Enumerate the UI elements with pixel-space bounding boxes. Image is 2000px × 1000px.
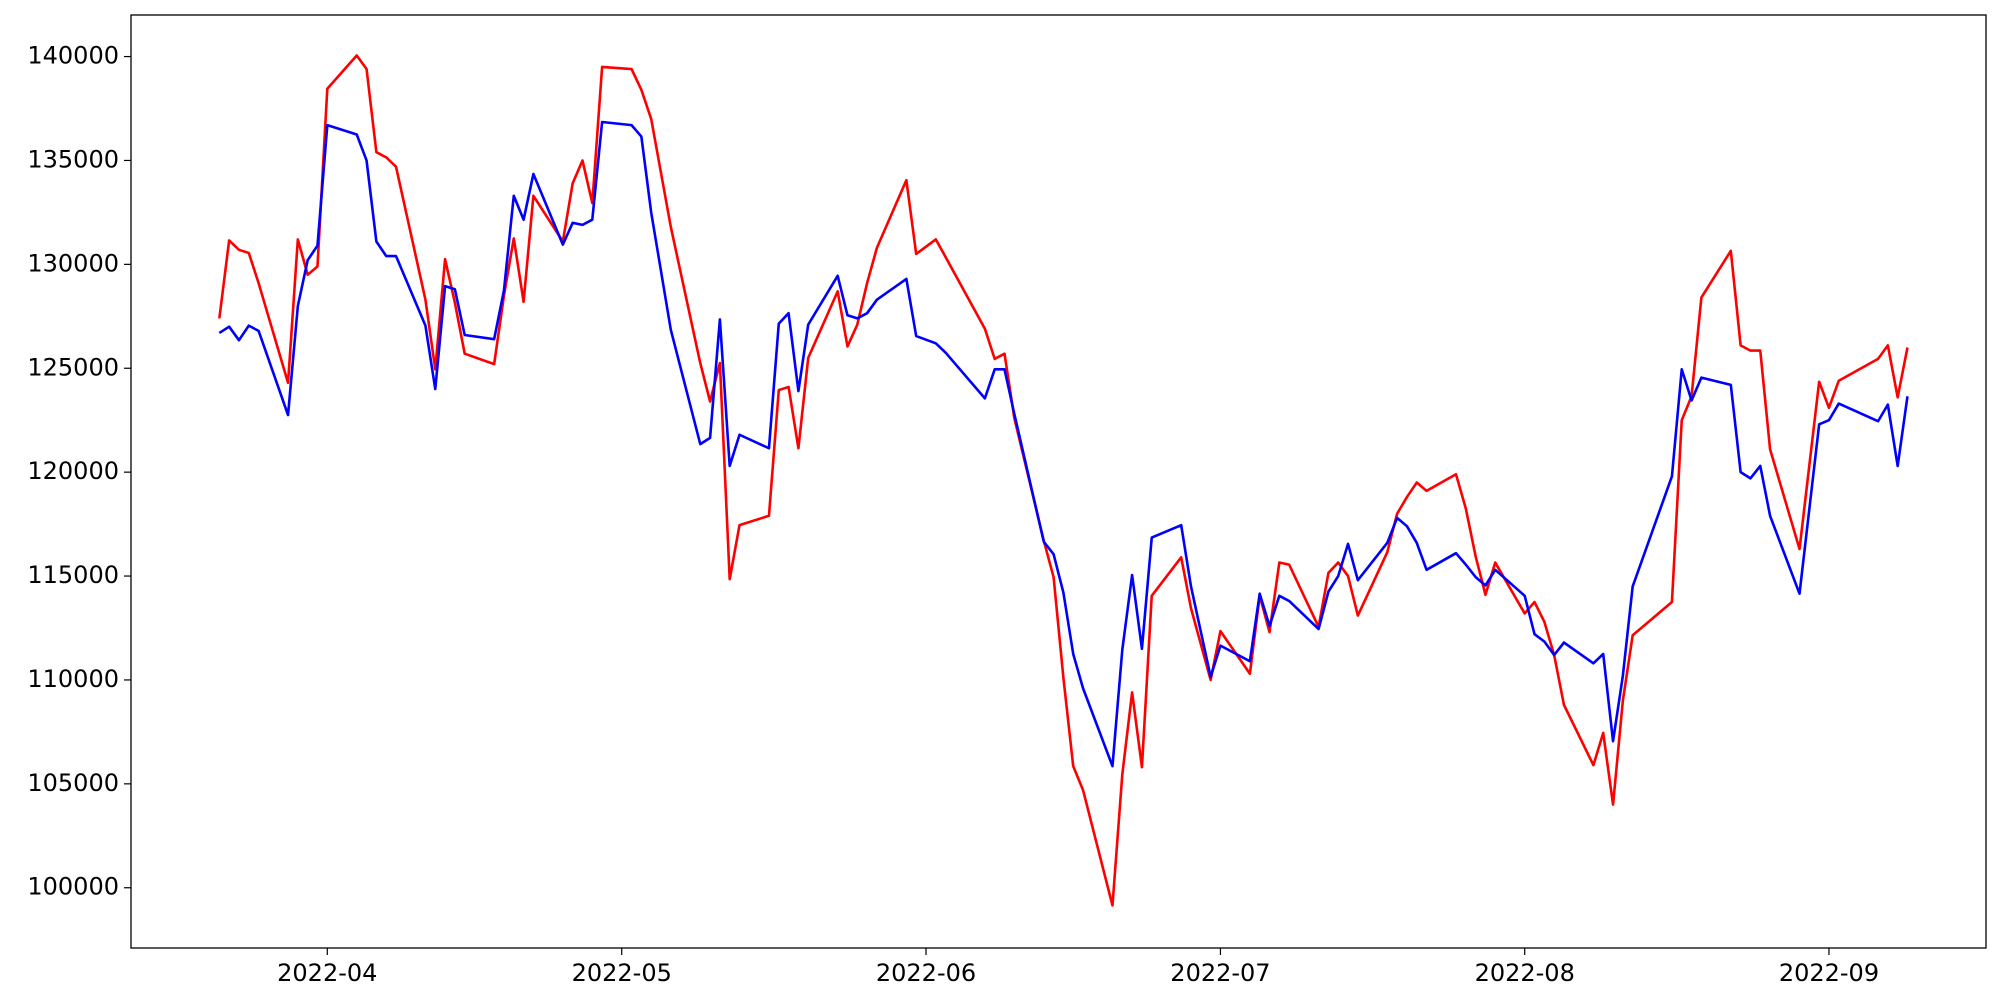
x-tick-label: 2022-08 bbox=[1475, 959, 1575, 987]
y-tick-label: 125000 bbox=[27, 353, 119, 381]
y-tick-label: 130000 bbox=[27, 249, 119, 277]
y-tick-label: 120000 bbox=[27, 457, 119, 485]
x-tick-label: 2022-07 bbox=[1170, 959, 1270, 987]
x-tick-label: 2022-09 bbox=[1779, 959, 1879, 987]
y-tick-label: 115000 bbox=[27, 561, 119, 589]
y-tick-label: 105000 bbox=[27, 769, 119, 797]
x-tick-label: 2022-06 bbox=[876, 959, 976, 987]
y-tick-label: 110000 bbox=[27, 665, 119, 693]
series-line bbox=[218, 120, 1909, 768]
x-tick-label: 2022-05 bbox=[572, 959, 672, 987]
y-tick-label: 135000 bbox=[27, 145, 119, 173]
y-tick-label: 140000 bbox=[27, 42, 119, 70]
y-tick-label: 100000 bbox=[27, 873, 119, 901]
series-line bbox=[218, 54, 1909, 907]
plot-frame bbox=[130, 14, 1987, 949]
x-tick-label: 2022-04 bbox=[277, 959, 377, 987]
